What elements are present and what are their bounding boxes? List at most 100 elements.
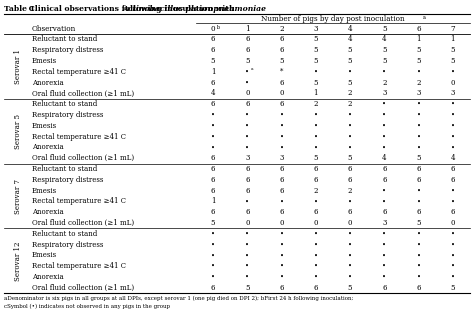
Text: Oral fluid collection (≥1 mL): Oral fluid collection (≥1 mL) [32,89,134,97]
Text: 6: 6 [211,187,215,195]
Text: •: • [451,262,455,270]
Text: 0: 0 [451,78,455,87]
Text: 6: 6 [245,208,250,216]
Text: 5: 5 [416,219,421,227]
Text: 6: 6 [416,176,421,184]
Text: 5: 5 [416,57,421,65]
Text: 6: 6 [211,208,215,216]
Text: Respiratory distress: Respiratory distress [32,241,103,249]
Text: 6: 6 [245,100,250,108]
Text: •: • [246,133,249,141]
Text: 0: 0 [279,219,284,227]
Text: 5: 5 [451,46,455,54]
Text: 5: 5 [416,46,421,54]
Text: •: • [451,273,455,281]
Text: •: • [383,273,386,281]
Text: 6: 6 [314,284,318,292]
Text: 5: 5 [314,78,318,87]
Text: •: • [383,144,386,151]
Text: Emesis: Emesis [32,57,57,65]
Text: a: a [423,15,426,20]
Text: aDenominator is six pigs in all groups at all DPIs, except serovar 1 (one pig di: aDenominator is six pigs in all groups a… [4,296,354,301]
Text: 2: 2 [382,78,387,87]
Text: 5: 5 [451,284,455,292]
Text: •: • [383,241,386,249]
Text: •: • [314,133,318,141]
Text: •: • [211,144,215,151]
Text: 4: 4 [211,89,215,97]
Text: Rectal temperature ≥41 C: Rectal temperature ≥41 C [32,68,126,76]
Text: 2: 2 [348,100,352,108]
Text: 6: 6 [279,284,284,292]
Text: •: • [417,187,420,195]
Text: 6: 6 [211,46,215,54]
Text: Observation: Observation [32,25,76,33]
Text: 0: 0 [314,219,318,227]
Text: 1: 1 [211,68,215,76]
Text: 2: 2 [314,187,318,195]
Text: 0: 0 [211,25,216,33]
Text: •: • [348,230,352,238]
Text: •: • [451,241,455,249]
Text: •: • [417,251,420,259]
Text: •: • [417,100,420,108]
Text: 6: 6 [279,100,284,108]
Text: •: • [417,144,420,151]
Text: Respiratory distress: Respiratory distress [32,46,103,54]
Text: •: • [417,198,420,205]
Text: 6: 6 [382,284,387,292]
Text: 6: 6 [451,176,455,184]
Text: 6: 6 [279,46,284,54]
Text: Rectal temperature ≥41 C: Rectal temperature ≥41 C [32,133,126,141]
Text: •: • [383,122,386,130]
Text: 5: 5 [382,57,387,65]
Text: 6: 6 [382,176,387,184]
Text: 6: 6 [416,165,421,173]
Text: 6: 6 [348,165,352,173]
Text: 1: 1 [211,198,215,205]
Text: •: • [246,230,249,238]
Text: •: • [348,241,352,249]
Text: 6: 6 [211,35,215,43]
Text: 5: 5 [451,57,455,65]
Text: 6: 6 [279,208,284,216]
Text: •: • [451,68,455,76]
Text: •: • [451,111,455,119]
Text: •: • [280,251,283,259]
Text: •: • [211,122,215,130]
Text: •: • [383,68,386,76]
Text: •: • [280,122,283,130]
Text: •: • [246,111,249,119]
Text: 6: 6 [416,25,421,33]
Text: •: • [348,273,352,281]
Text: •: • [383,251,386,259]
Text: •: • [451,187,455,195]
Text: •: • [280,133,283,141]
Text: Reluctant to stand: Reluctant to stand [32,165,97,173]
Text: 5: 5 [348,284,352,292]
Text: Actinobacillus pleuropneumoniae: Actinobacillus pleuropneumoniae [123,5,267,13]
Text: 6: 6 [348,208,352,216]
Text: Serovar 1: Serovar 1 [14,49,22,84]
Text: 1: 1 [245,25,250,33]
Text: •: • [246,122,249,130]
Text: •: • [383,111,386,119]
Text: 5: 5 [211,219,215,227]
Text: 5: 5 [279,57,284,65]
Text: 3: 3 [245,154,250,162]
Text: •: • [314,273,318,281]
Text: •: • [383,133,386,141]
Text: 6: 6 [279,78,284,87]
Text: •: • [314,144,318,151]
Text: Emesis: Emesis [32,187,57,195]
Text: •: • [348,198,352,205]
Text: •: • [314,111,318,119]
Text: •: • [451,230,455,238]
Text: •: • [314,262,318,270]
Text: Reluctant to stand: Reluctant to stand [32,100,97,108]
Text: •: • [280,262,283,270]
Text: •: • [280,111,283,119]
Text: •: • [280,230,283,238]
Text: •: • [314,241,318,249]
Text: •: • [280,273,283,281]
